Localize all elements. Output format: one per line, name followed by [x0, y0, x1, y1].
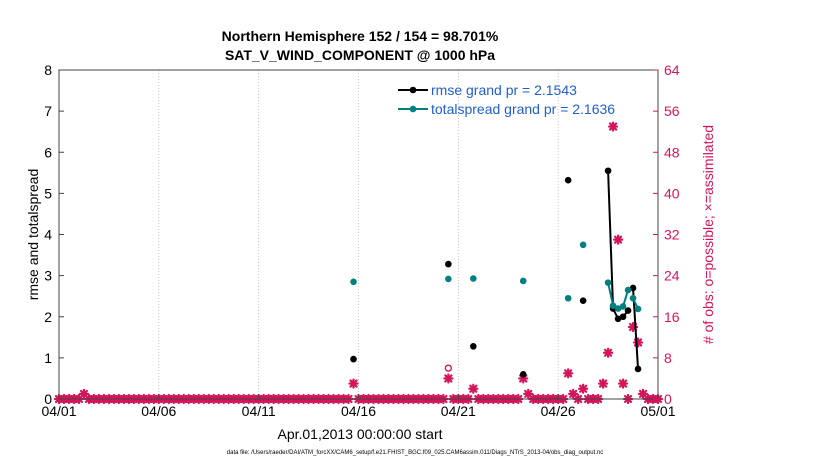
rmse-point: [614, 315, 622, 323]
y-axis-label: rmse and totalspread: [25, 169, 41, 301]
obs-marker-stroke: [524, 389, 533, 398]
x-tick-label: 05/01: [640, 403, 675, 419]
legend: rmse grand pr = 2.1543 totalspread grand …: [398, 82, 615, 117]
chart-title-line2: SAT_V_WIND_COMPONENT @ 1000 hPa: [224, 47, 496, 63]
grid-layer: [158, 70, 559, 399]
y2-tick-label: 40: [664, 185, 680, 201]
rmse-point: [564, 176, 572, 184]
rmse-point: [624, 307, 632, 314]
x-tick-label: 04/16: [341, 403, 376, 419]
obs-marker-stroke: [618, 379, 628, 388]
x-tick-label: 04/21: [441, 403, 476, 419]
data-file-footer: data file: /Users/raeder/DAI/ATM_forcXX/…: [226, 450, 604, 456]
totalspread-point: [350, 278, 357, 286]
y2-tick-label: 48: [664, 144, 680, 160]
totalspread-point: [629, 294, 637, 302]
obs-count-marker: [617, 378, 629, 389]
obs-count-marker: [637, 388, 649, 399]
rmse-point: [445, 260, 452, 268]
obs-count-marker: [563, 368, 574, 379]
totalspread-point: [519, 277, 527, 285]
y2-tick-label: 0: [664, 391, 672, 407]
obs-marker-stroke: [349, 379, 358, 388]
totalspread-point: [604, 279, 612, 286]
y-tick-label: 1: [44, 350, 52, 366]
obs-marker-stroke: [469, 384, 478, 393]
obs-count-marker: [78, 388, 90, 399]
y-tick-label: 8: [44, 62, 52, 78]
totalspread-point: [579, 241, 587, 249]
rmse-point: [634, 365, 642, 373]
rmse-point: [629, 284, 637, 292]
totalspread-point: [614, 305, 622, 312]
obs-marker-stroke: [579, 384, 588, 393]
rmse-point: [604, 167, 612, 175]
y2-tick-label: 56: [664, 103, 680, 119]
obs-count-marker: [612, 234, 624, 245]
y-tick-label: 5: [44, 185, 52, 201]
obs-count-marker: [607, 121, 619, 132]
rmse-point: [519, 371, 527, 378]
obs-marker-stroke: [598, 379, 608, 388]
obs-count-marker: [468, 383, 479, 394]
rmse-point: [350, 355, 357, 363]
rmse-point: [470, 343, 477, 350]
y-tick-label: 2: [44, 309, 52, 325]
legend-marker: [409, 105, 417, 113]
totalspread-point: [619, 303, 627, 310]
obs-marker-stroke: [79, 389, 89, 398]
obs-count-marker: [348, 378, 359, 389]
obs-marker-stroke: [613, 235, 623, 244]
y2-tick-label: 8: [664, 350, 672, 366]
obs-marker-stroke: [444, 374, 453, 383]
totalspread-point: [609, 302, 617, 309]
x-tick-label: 04/06: [141, 403, 176, 419]
y2-tick-label: 24: [664, 268, 680, 284]
y-tick-label: 6: [44, 144, 52, 160]
totalspread-point: [445, 275, 452, 283]
x-axis-label: Apr.01,2013 00:00:00 start: [277, 426, 443, 442]
chart-title-line1: Northern Hemisphere 152 / 154 = 98.701%: [221, 28, 499, 44]
chart-canvas: 04/01 04/06 04/11 04/16 04/21 04/26 05/0101234…: [25, 62, 716, 419]
obs-marker-stroke: [564, 369, 573, 378]
obs-marker-stroke: [638, 389, 648, 398]
obs-count-marker: [443, 373, 454, 384]
y-tick-label: 3: [44, 268, 52, 284]
rmse-point: [579, 297, 587, 305]
obs-marker-stroke: [603, 348, 613, 357]
y2-tick-label: 64: [664, 62, 680, 78]
obs-marker-stroke: [569, 389, 578, 398]
totalspread-point: [634, 305, 642, 313]
totalspread-point: [470, 275, 477, 282]
series-layer: [350, 167, 642, 378]
y2-tick-label: 32: [664, 227, 680, 243]
legend-entry-label: totalspread grand pr = 2.1636: [431, 101, 615, 117]
y-tick-label: 0: [44, 391, 52, 407]
y2-tick-label: 16: [664, 309, 680, 325]
legend-marker: [409, 86, 417, 94]
rmse-point: [619, 313, 627, 321]
y-tick-label: 4: [44, 227, 52, 243]
totalspread-point: [624, 286, 632, 294]
obs-count-marker: [597, 378, 609, 389]
obs-count-marker: [602, 347, 614, 358]
obs-marker-stroke: [608, 122, 618, 131]
x-tick-label: 04/01: [41, 403, 76, 419]
y2-axis-label: # of obs: o=possible; ×=assimilated: [700, 125, 716, 344]
totalspread-point: [564, 294, 572, 302]
x-tick-label: 04/11: [242, 403, 276, 419]
x-tick-label: 04/26: [541, 403, 576, 419]
legend-entry-label: rmse grand pr = 2.1543: [431, 82, 577, 98]
y-tick-label: 7: [44, 103, 52, 119]
axes-layer: 04/01 04/06 04/11 04/16 04/21 04/26 05/0101234…: [25, 62, 716, 419]
obs-possible-marker: [444, 364, 453, 372]
obs-count-marker: [578, 383, 589, 394]
